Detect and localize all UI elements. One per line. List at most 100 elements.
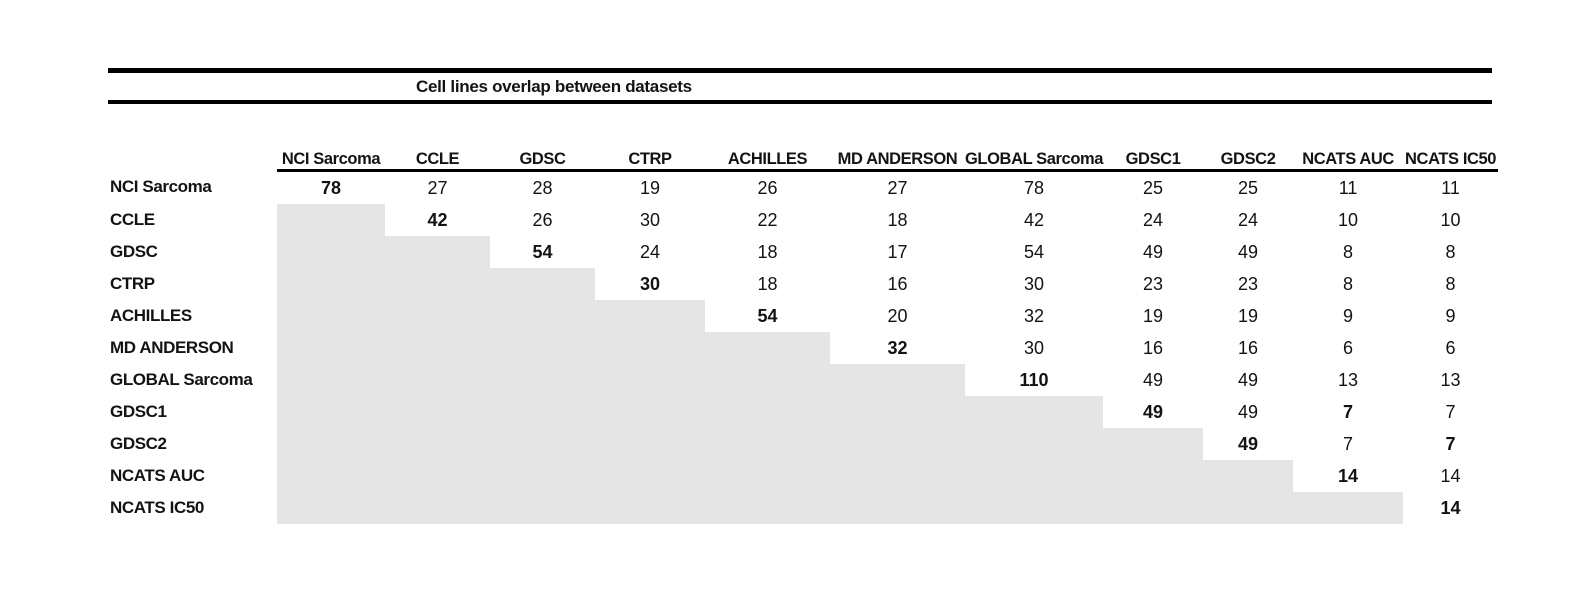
shaded-cell <box>705 460 830 492</box>
matrix-cell: 24 <box>1143 209 1164 230</box>
shaded-cell <box>965 428 1104 460</box>
matrix-cell: 6 <box>1343 337 1354 358</box>
column-header: NCATS IC50 <box>1403 120 1499 172</box>
shaded-cell <box>830 428 965 460</box>
matrix-cell: 7 <box>1445 433 1456 454</box>
shaded-cell <box>277 460 385 492</box>
matrix-cell: 25 <box>1143 177 1164 198</box>
shaded-cell <box>830 460 965 492</box>
shaded-cell <box>705 364 830 396</box>
shaded-cell <box>385 268 490 300</box>
matrix-cell: 49 <box>1143 401 1164 422</box>
matrix-cell: 54 <box>532 241 553 262</box>
table-row: CCLE 42 26 30 22 18 42 24 24 10 10 <box>110 204 1498 236</box>
matrix-cell: 25 <box>1238 177 1259 198</box>
matrix-cell: 23 <box>1238 273 1259 294</box>
shaded-cell <box>277 492 385 524</box>
matrix-cell: 9 <box>1343 305 1354 326</box>
matrix-cell: 19 <box>1143 305 1164 326</box>
shaded-cell <box>277 268 385 300</box>
matrix-cell: 14 <box>1440 465 1461 486</box>
matrix-cell: 8 <box>1445 273 1456 294</box>
shaded-cell <box>277 204 385 236</box>
row-header: NCATS IC50 <box>110 498 204 517</box>
shaded-cell <box>490 460 595 492</box>
matrix-cell: 32 <box>887 337 908 358</box>
shaded-cell <box>490 332 595 364</box>
shaded-cell <box>1103 492 1204 524</box>
shaded-cell <box>385 460 490 492</box>
matrix-cell: 9 <box>1445 305 1456 326</box>
shaded-cell <box>1103 428 1204 460</box>
shaded-cell <box>385 236 490 268</box>
matrix-cell: 78 <box>320 177 342 198</box>
column-header: CTRP <box>595 120 705 172</box>
matrix-cell: 17 <box>887 241 908 262</box>
matrix-cell: 42 <box>427 209 448 230</box>
corner-cell <box>110 120 277 171</box>
matrix-cell: 19 <box>1238 305 1259 326</box>
matrix-cell: 24 <box>1238 209 1259 230</box>
column-header: NCI Sarcoma <box>277 120 385 172</box>
column-header: GDSC1 <box>1103 120 1204 172</box>
shaded-cell <box>965 396 1104 428</box>
shaded-cell <box>705 396 830 428</box>
row-header: GDSC <box>110 242 158 261</box>
shaded-cell <box>385 428 490 460</box>
matrix-cell: 16 <box>887 273 908 294</box>
matrix-cell: 14 <box>1440 497 1461 518</box>
matrix-cell: 27 <box>887 177 908 198</box>
shaded-cell <box>595 332 705 364</box>
shaded-cell <box>385 492 490 524</box>
shaded-cell <box>595 300 705 332</box>
row-header: NCI Sarcoma <box>110 177 212 197</box>
shaded-cell <box>1293 492 1404 524</box>
matrix-cell: 49 <box>1238 401 1259 422</box>
matrix-cell: 42 <box>1024 209 1045 230</box>
row-header: CCLE <box>110 210 155 229</box>
matrix-cell: 30 <box>1024 337 1045 358</box>
shaded-cell <box>277 332 385 364</box>
row-header: GDSC2 <box>110 434 167 453</box>
shaded-cell <box>705 492 830 524</box>
matrix-cell: 78 <box>1024 177 1045 198</box>
matrix-cell: 49 <box>1143 369 1164 390</box>
matrix-cell: 23 <box>1143 273 1164 294</box>
shaded-cell <box>1103 460 1204 492</box>
shaded-cell <box>965 460 1104 492</box>
shaded-cell <box>705 428 830 460</box>
matrix-cell: 20 <box>887 305 908 326</box>
table-row: ACHILLES 54 20 32 19 19 9 9 <box>110 300 1498 332</box>
title-bottom-rule <box>108 100 1492 104</box>
shaded-cell <box>277 428 385 460</box>
table-row: NCI Sarcoma 78 27 28 19 26 27 78 25 25 11 11 <box>110 171 1498 205</box>
matrix-cell: 26 <box>757 177 778 198</box>
matrix-cell: 54 <box>757 305 778 326</box>
shaded-cell <box>385 332 490 364</box>
matrix-cell: 49 <box>1238 369 1259 390</box>
column-header: NCATS AUC <box>1293 120 1404 172</box>
matrix-cell: 10 <box>1440 209 1461 230</box>
column-header: CCLE <box>385 120 490 172</box>
shaded-cell <box>595 396 705 428</box>
shaded-cell <box>595 364 705 396</box>
matrix-cell: 8 <box>1343 241 1354 262</box>
shaded-cell <box>490 364 595 396</box>
shaded-cell <box>385 364 490 396</box>
matrix-cell: 7 <box>1343 401 1354 422</box>
shaded-cell <box>277 364 385 396</box>
row-header: CTRP <box>110 274 155 293</box>
matrix-cell: 18 <box>887 209 908 230</box>
matrix-cell: 7 <box>1343 433 1354 454</box>
column-header: GLOBAL Sarcoma <box>965 120 1103 172</box>
matrix-cell: 8 <box>1445 241 1456 262</box>
shaded-cell <box>277 300 385 332</box>
shaded-cell <box>830 364 965 396</box>
matrix-cell: 27 <box>427 177 448 198</box>
column-header: GDSC2 <box>1203 120 1294 172</box>
header-row: NCI Sarcoma CCLE GDSC CTRP ACHILLES MD ANDERS… <box>110 120 1499 172</box>
matrix-cell: 30 <box>1024 273 1045 294</box>
overlap-table: NCI Sarcoma CCLE GDSC CTRP ACHILLES MD ANDERS… <box>110 120 1499 524</box>
shaded-cell <box>490 300 595 332</box>
table-row: GDSC1 49 49 7 7 <box>110 396 1498 428</box>
